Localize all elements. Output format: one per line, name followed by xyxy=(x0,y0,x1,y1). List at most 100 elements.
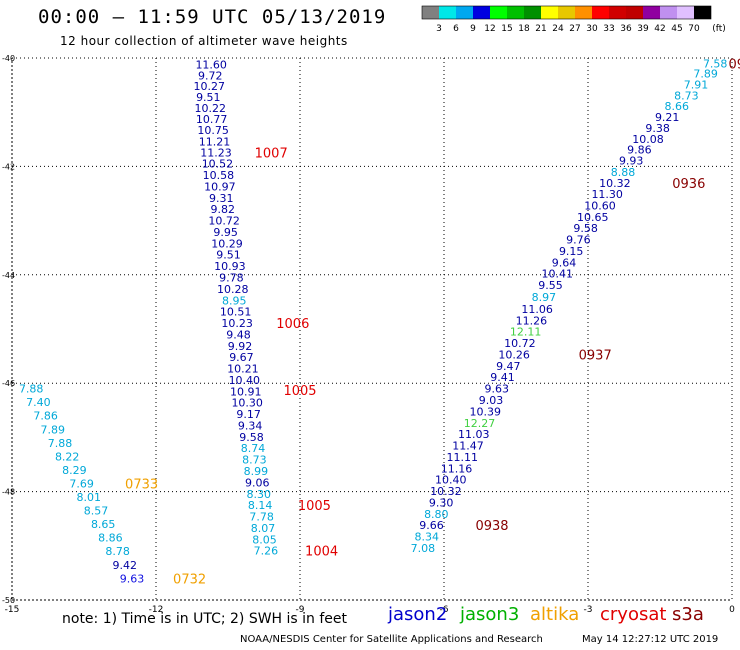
colorbar-swatch xyxy=(524,6,541,19)
chart-grid xyxy=(11,57,733,601)
colorbar-label: 27 xyxy=(569,24,580,34)
wave-height-label: 10.60 xyxy=(584,199,616,212)
wave-height-label: 8.01 xyxy=(77,491,102,504)
wave-height-label: 9.51 xyxy=(216,249,241,262)
wave-height-label: 10.91 xyxy=(230,385,262,398)
colorbar-swatch xyxy=(609,6,626,19)
wave-height-label: 12.11 xyxy=(510,326,542,339)
wave-height-label: 9.51 xyxy=(196,91,221,104)
colorbar-swatch xyxy=(422,6,439,19)
wave-height-label: 10.58 xyxy=(203,169,235,182)
wave-height-label: 9.41 xyxy=(490,371,515,384)
colorbar-label: 70 xyxy=(688,24,700,34)
colorbar-label: 36 xyxy=(620,24,632,34)
x-tick-label: -3 xyxy=(584,605,593,615)
wave-height-label: 11.11 xyxy=(446,451,478,464)
wave-height-label: 9.64 xyxy=(552,256,577,269)
colorbar-label: 21 xyxy=(535,24,546,34)
pass-time-label: 0936 xyxy=(672,177,705,192)
satellite-legend-cryosat: cryosat xyxy=(600,604,667,625)
wave-height-label: 8.34 xyxy=(414,531,439,544)
wave-height-label: 10.52 xyxy=(202,158,234,171)
colorbar-swatch xyxy=(694,6,711,19)
colorbar-label: 18 xyxy=(518,24,530,34)
wave-height-label: 11.47 xyxy=(452,440,484,453)
wave-height-label: 8.07 xyxy=(251,522,276,535)
wave-height-label: 9.06 xyxy=(245,476,270,489)
wave-height-label: 7.26 xyxy=(254,545,279,558)
wave-height-label: 11.21 xyxy=(199,135,231,148)
pass-time-label: 1007 xyxy=(255,146,288,161)
wave-height-label: 9.30 xyxy=(429,496,454,509)
wave-height-label: 10.41 xyxy=(542,268,574,281)
wave-height-label: 9.34 xyxy=(238,419,263,432)
wave-height-label: 10.27 xyxy=(194,80,226,93)
credit-line: NOAA/NESDIS Center for Satellite Applica… xyxy=(240,634,543,645)
wave-height-label: 10.32 xyxy=(430,485,462,498)
wave-height-label: 9.82 xyxy=(210,203,235,216)
plot-border xyxy=(11,57,733,601)
colorbar-label: 9 xyxy=(470,24,476,34)
wave-height-label: 11.03 xyxy=(458,428,490,441)
wave-height-label: 9.58 xyxy=(573,222,598,235)
y-tick-label: -48 xyxy=(2,488,15,497)
colorbar-swatch xyxy=(558,6,575,19)
wave-height-label: 9.92 xyxy=(228,340,253,353)
wave-height-label: 8.30 xyxy=(246,488,271,501)
wave-height-label: 9.47 xyxy=(496,360,521,373)
colorbar-label: 45 xyxy=(671,24,682,34)
wave-height-label: 11.23 xyxy=(200,146,232,159)
wave-height-label: 9.95 xyxy=(213,226,238,239)
wave-height-label: 11.06 xyxy=(521,303,553,316)
chart-title: 00:00 – 11:59 UTC 05/13/2019 xyxy=(38,6,387,28)
wave-height-label: 9.03 xyxy=(479,394,504,407)
wave-height-label: 9.31 xyxy=(209,192,234,205)
wave-height-label: 7.40 xyxy=(26,396,51,409)
colorbar-label: 30 xyxy=(586,24,598,34)
colorbar-label: 42 xyxy=(654,24,665,34)
wave-height-label: 9.76 xyxy=(566,234,591,247)
wave-height-label: 9.58 xyxy=(239,431,264,444)
wave-height-label: 10.97 xyxy=(204,180,236,193)
colorbar-label: 12 xyxy=(484,24,495,34)
axis-ticks: -15 -12 -9 -6 -3 0 -50 -48 -46 -44 -42 -40 xyxy=(2,54,735,615)
wave-height-label: 9.38 xyxy=(645,122,670,135)
wave-height-label: 10.40 xyxy=(229,374,261,387)
wave-height-label: 10.65 xyxy=(577,211,609,224)
wave-height-label: 9.63 xyxy=(485,383,510,396)
colorbar-swatch xyxy=(677,6,694,19)
wave-height-label: 10.26 xyxy=(498,348,530,361)
x-tick-label: -12 xyxy=(149,605,164,615)
y-tick-label: -50 xyxy=(2,596,15,605)
wave-height-label: 10.23 xyxy=(221,317,253,330)
colorbar-swatch xyxy=(490,6,507,19)
wave-height-label: 8.22 xyxy=(55,450,80,463)
x-tick-label: 0 xyxy=(729,605,735,615)
satellite-legend-s3a: s3a xyxy=(672,604,704,625)
wave-height-label: 11.26 xyxy=(516,314,548,327)
colorbar-swatch xyxy=(592,6,609,19)
pass-time-label: 1004 xyxy=(305,545,338,560)
wave-height-label: 10.29 xyxy=(211,237,243,250)
colorbar-label: 3 xyxy=(436,24,442,34)
wave-height-label: 10.75 xyxy=(197,124,229,137)
wave-height-label: 9.21 xyxy=(655,111,680,124)
wave-height-label: 8.80 xyxy=(424,508,449,521)
wave-height-label: 9.66 xyxy=(419,519,444,532)
wave-height-label: 8.99 xyxy=(244,465,269,478)
satellite-legend-altika: altika xyxy=(530,604,580,625)
pass-time-label: 09 xyxy=(729,57,740,72)
x-tick-label: -6 xyxy=(440,605,449,615)
wave-height-label: 11.16 xyxy=(441,462,473,475)
wave-height-label: 9.63 xyxy=(120,572,145,585)
colorbar-swatch xyxy=(626,6,643,19)
wave-height-label: 7.88 xyxy=(48,437,73,450)
wave-height-label: 10.08 xyxy=(632,133,664,146)
wave-height-label: 8.29 xyxy=(62,464,87,477)
colorbar-swatch xyxy=(473,6,490,19)
wave-height-label: 8.65 xyxy=(91,518,116,531)
pass-time-label: 0732 xyxy=(173,572,206,587)
wave-height-label: 10.28 xyxy=(217,283,249,296)
wave-height-label: 11.60 xyxy=(195,59,227,72)
wave-height-label: 9.93 xyxy=(619,154,644,167)
